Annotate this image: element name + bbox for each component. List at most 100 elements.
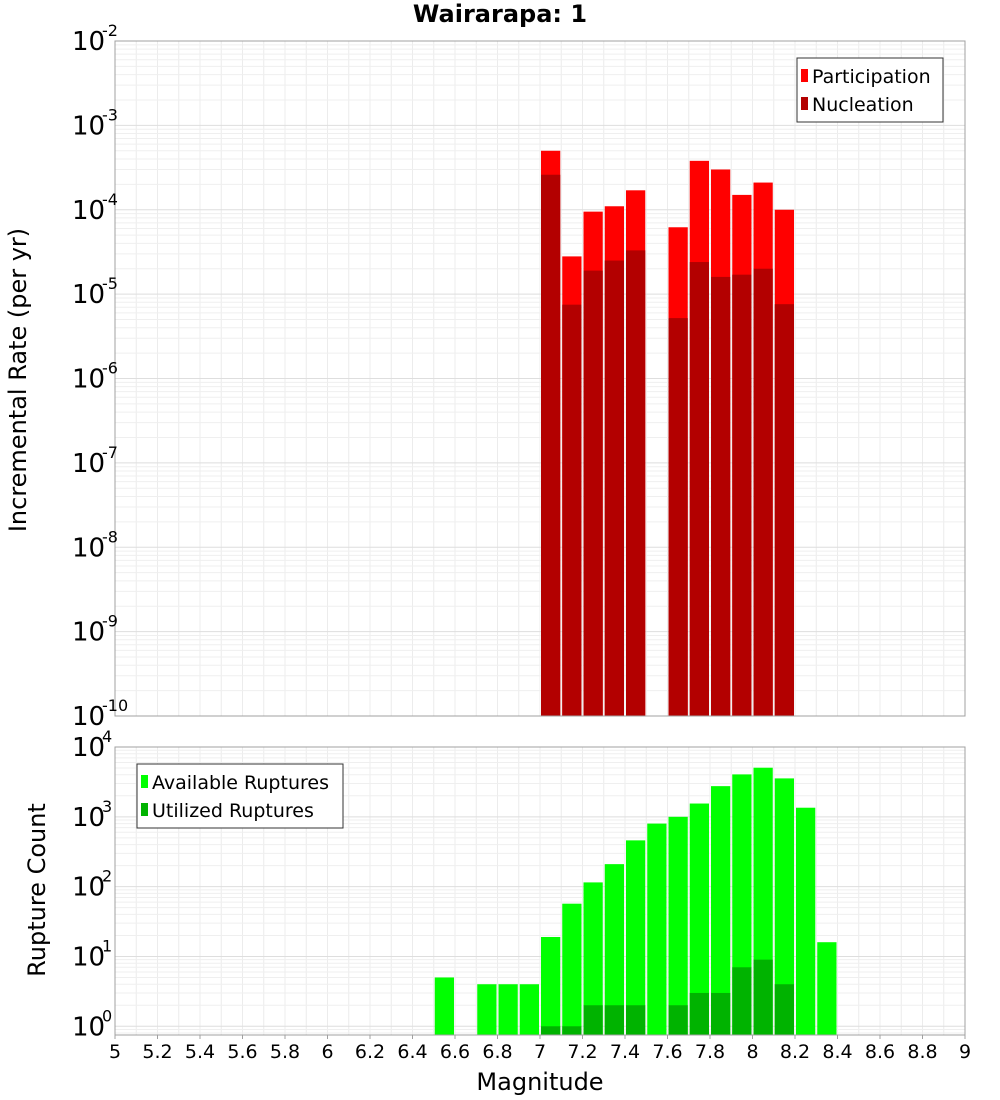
legend-swatch <box>801 97 808 110</box>
bar <box>647 823 667 1035</box>
legend-label: Utilized Ruptures <box>152 800 314 822</box>
x-tick-label: 7.2 <box>567 1041 597 1063</box>
x-tick-label: 5.8 <box>270 1041 300 1063</box>
legend-box <box>136 763 344 829</box>
bar <box>689 803 709 1035</box>
legend: Available Ruptures Utilized Ruptures <box>136 763 344 829</box>
y-tick-label: 10 <box>72 803 105 833</box>
legend-swatch <box>141 803 148 816</box>
bar <box>477 984 497 1035</box>
x-tick-label: 5.4 <box>185 1041 215 1063</box>
y-tick-exponent: -5 <box>102 274 118 293</box>
x-tick-label: 5.2 <box>142 1041 172 1063</box>
x-tick-label: 5 <box>109 1041 121 1063</box>
y-tick-label: 10 <box>72 365 105 395</box>
y-tick-label: 10 <box>72 618 105 648</box>
x-tick-label: 9 <box>959 1041 971 1063</box>
bar <box>689 992 709 1035</box>
plot-border <box>114 40 966 717</box>
x-tick-label: 7.8 <box>695 1041 725 1063</box>
chart-title: Wairarapa: 1 <box>413 0 587 28</box>
bar <box>689 262 709 716</box>
bar <box>604 1005 624 1035</box>
y-tick-label: 10 <box>72 733 105 763</box>
legend-label: Nucleation <box>812 94 914 116</box>
bar <box>774 778 794 1035</box>
x-tick-label: 8.2 <box>780 1041 810 1063</box>
x-axis-ticks: 5 5.2 5.4 5.6 5.8 6 6.2 6.4 6.6 6.8 7 7.2 7.4 7.6 7.8 8… <box>109 1035 971 1063</box>
y-tick-exponent: -6 <box>102 359 118 378</box>
y-tick-label: 10 <box>72 111 105 141</box>
legend-swatch <box>141 775 148 788</box>
x-tick-label: 7.6 <box>652 1041 682 1063</box>
bar <box>668 318 688 716</box>
bar <box>753 959 773 1035</box>
bar <box>711 276 731 716</box>
bar <box>626 840 646 1035</box>
x-tick-label: 6 <box>321 1041 333 1063</box>
y-tick-label: 10 <box>72 196 105 226</box>
bar <box>562 903 582 1035</box>
y-tick-label: 10 <box>72 449 105 479</box>
y-tick-exponent: -8 <box>102 527 118 546</box>
x-tick-label: 8.6 <box>865 1041 895 1063</box>
y-tick-exponent: 4 <box>102 727 112 746</box>
bar <box>583 1005 603 1035</box>
series-2 <box>541 959 794 1035</box>
bar <box>817 942 837 1035</box>
bar <box>774 984 794 1035</box>
bar <box>626 1005 646 1035</box>
bar <box>711 992 731 1035</box>
bar <box>541 1026 561 1035</box>
y-tick-exponent: -4 <box>102 190 118 209</box>
bar <box>604 864 624 1035</box>
legend: Participation Nucleation <box>796 57 944 123</box>
bar <box>541 174 561 716</box>
bar <box>774 304 794 716</box>
x-tick-label: 6.2 <box>355 1041 385 1063</box>
bar <box>583 270 603 716</box>
y-tick-label: 10 <box>72 27 105 57</box>
x-tick-label: 8.8 <box>907 1041 937 1063</box>
bar <box>668 1005 688 1035</box>
y-tick-label: 10 <box>72 280 105 310</box>
y-tick-label: 10 <box>72 702 105 732</box>
x-tick-label: 7 <box>534 1041 546 1063</box>
y-tick-label: 10 <box>72 533 105 563</box>
bar <box>668 816 688 1035</box>
bar <box>626 250 646 717</box>
x-tick-label: 7.4 <box>610 1041 640 1063</box>
y-tick-exponent: 3 <box>102 797 112 816</box>
y-tick-label: 10 <box>72 942 105 972</box>
grid <box>114 40 966 717</box>
x-tick-label: 8.4 <box>822 1041 852 1063</box>
y-tick-exponent: 1 <box>102 936 112 955</box>
y-tick-exponent: -2 <box>102 21 118 40</box>
bar <box>434 977 454 1035</box>
x-tick-label: 6.8 <box>482 1041 512 1063</box>
y-tick-exponent: -7 <box>102 443 118 462</box>
bottom-ylabel: Rupture Count <box>23 803 51 977</box>
legend-swatch <box>801 69 808 82</box>
bar <box>541 936 561 1035</box>
top-ylabel: Incremental Rate (per yr) <box>4 228 32 532</box>
bar <box>562 1026 582 1035</box>
y-tick-exponent: -3 <box>102 105 118 124</box>
top-plot-area: 10-1010-910-810-710-610-510-410-310-2Par… <box>72 21 966 732</box>
bar <box>583 882 603 1035</box>
bar <box>796 807 816 1035</box>
bar <box>732 967 752 1035</box>
bar <box>711 786 731 1035</box>
bar <box>604 260 624 716</box>
y-tick-exponent: 2 <box>102 867 112 886</box>
x-tick-label: 8 <box>746 1041 758 1063</box>
y-tick-exponent: 0 <box>102 1006 112 1025</box>
y-tick-exponent: -10 <box>102 696 128 715</box>
y-tick-label: 10 <box>72 1012 105 1042</box>
x-tick-label: 6.6 <box>440 1041 470 1063</box>
bar <box>498 984 518 1035</box>
